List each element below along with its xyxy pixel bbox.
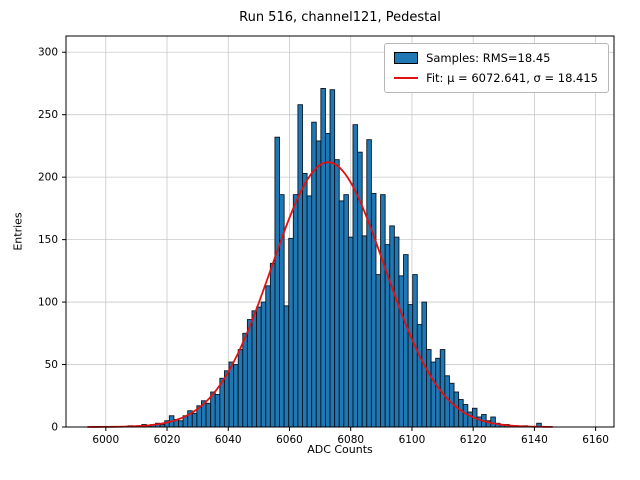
y-axis-label: Entries xyxy=(11,212,25,251)
histogram-bar xyxy=(444,375,450,428)
legend-label-samples: Samples: RMS=18.45 xyxy=(426,51,551,65)
fit-line-icon xyxy=(394,77,419,79)
histogram-bar xyxy=(325,132,331,428)
histogram-bar xyxy=(403,254,409,428)
histogram-bar xyxy=(357,151,363,428)
x-tick-label: 6160 xyxy=(582,434,609,446)
histogram-bar xyxy=(265,285,271,428)
histogram-bar xyxy=(352,124,359,428)
x-tick-label: 6020 xyxy=(154,434,181,446)
histogram-bar xyxy=(320,88,326,428)
histogram-bar xyxy=(490,416,496,428)
x-tick-label: 6060 xyxy=(276,434,303,446)
legend-label-fit: Fit: μ = 6072.641, σ = 18.415 xyxy=(426,71,598,85)
chart-title: Run 516, channel121, Pedestal xyxy=(239,10,441,25)
histogram-bar xyxy=(233,364,239,428)
histogram-bar xyxy=(214,394,221,428)
histogram-bar xyxy=(334,159,340,428)
gaussian-fit-curve xyxy=(87,161,553,428)
histogram-bar xyxy=(260,301,267,428)
histogram-bar xyxy=(375,274,382,428)
histogram-bar xyxy=(251,310,258,428)
axes-frame xyxy=(65,35,615,428)
histogram-bar xyxy=(242,332,248,428)
histogram-bar xyxy=(453,391,460,428)
histogram-bar xyxy=(439,349,446,428)
x-tick-label: 6000 xyxy=(92,434,119,446)
histogram-bar xyxy=(223,370,230,428)
histogram-bar xyxy=(302,172,308,428)
histogram-bar xyxy=(279,194,285,428)
legend-item-samples: Samples: RMS=18.45 xyxy=(394,51,598,65)
histogram-bar xyxy=(237,349,244,428)
histogram-bar xyxy=(274,136,280,428)
histogram-bar xyxy=(256,306,262,428)
histogram-bar xyxy=(430,361,437,428)
x-axis-label: ADC Counts xyxy=(307,443,373,456)
y-tick-label: 50 xyxy=(45,359,58,371)
y-tick-label: 150 xyxy=(38,234,58,246)
histogram-bar xyxy=(458,399,464,428)
histogram-bar xyxy=(329,89,336,428)
histogram-bar xyxy=(228,361,235,428)
histogram-bar xyxy=(407,304,414,428)
x-tick-label: 6140 xyxy=(521,434,548,446)
y-tick-label: 250 xyxy=(38,109,58,121)
histogram-bar xyxy=(426,349,432,428)
axis-ticks: 6000 6020 6040 6060 6080 6100 6120 6140 6160 0 50 1… xyxy=(38,47,609,446)
histogram-swatch-icon xyxy=(394,52,419,64)
x-tick-label: 6120 xyxy=(460,434,487,446)
histogram-bar xyxy=(297,104,303,428)
legend: Samples: RMS=18.45 Fit: μ = 6072.641, σ … xyxy=(384,43,609,93)
y-tick-label: 200 xyxy=(38,172,58,184)
histogram-bar xyxy=(416,324,423,428)
histogram-bar xyxy=(435,357,441,428)
histogram-bar xyxy=(283,305,290,428)
histogram-bar xyxy=(191,412,198,428)
histogram-bar xyxy=(315,140,322,428)
y-tick-label: 300 xyxy=(38,47,58,59)
histogram-bar xyxy=(306,195,313,428)
x-tick-label: 6100 xyxy=(399,434,426,446)
histogram-bar xyxy=(343,194,349,428)
histogram-bar xyxy=(205,402,212,428)
histogram-bar xyxy=(292,194,299,428)
histogram-bar xyxy=(370,192,377,428)
histogram-bar xyxy=(361,235,368,428)
histogram-bar xyxy=(178,420,184,428)
histogram-bar xyxy=(347,236,354,428)
x-tick-label: 6040 xyxy=(215,434,242,446)
histogram-bar xyxy=(380,194,386,428)
histogram-bar xyxy=(366,139,372,428)
histogram-bar xyxy=(246,319,253,428)
histogram-bar xyxy=(269,262,276,428)
x-tick-label: 6080 xyxy=(337,434,364,446)
y-tick-label: 100 xyxy=(38,297,58,309)
histogram-bar xyxy=(389,225,395,428)
legend-item-fit: Fit: μ = 6072.641, σ = 18.415 xyxy=(394,71,598,85)
histogram-bar xyxy=(398,275,404,428)
histogram-bars xyxy=(127,88,542,428)
histogram-bar xyxy=(393,236,400,428)
y-tick-label: 0 xyxy=(51,422,58,434)
histogram-bar xyxy=(462,404,469,428)
histogram-bar xyxy=(338,200,345,428)
histogram-bar xyxy=(288,237,294,428)
